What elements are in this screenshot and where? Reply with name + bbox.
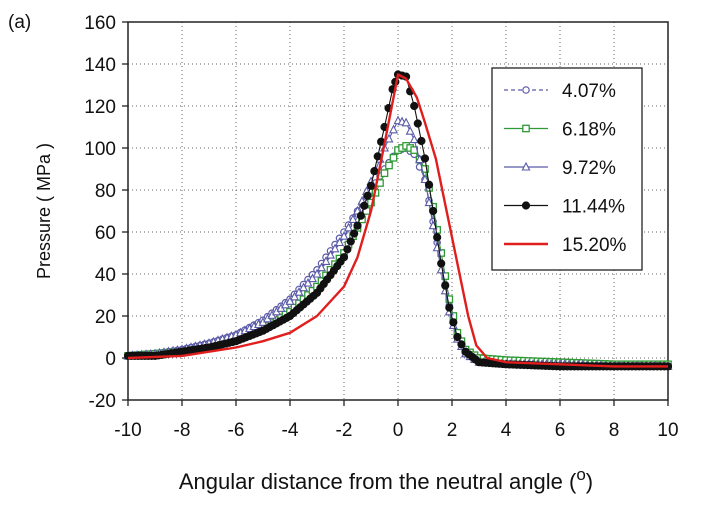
data-point xyxy=(343,245,352,254)
data-point xyxy=(449,318,458,327)
data-point xyxy=(316,262,327,272)
y-tick-label: 160 xyxy=(84,13,116,34)
data-point xyxy=(410,101,419,111)
data-point xyxy=(445,303,454,312)
data-point xyxy=(303,277,313,287)
y-axis-title: Pressure ( MPa ) xyxy=(34,143,54,279)
data-point xyxy=(346,237,355,246)
x-tick-label: -4 xyxy=(282,420,299,441)
data-point xyxy=(380,169,389,178)
data-point xyxy=(405,125,415,135)
legend-entry: 11.44% xyxy=(504,197,625,218)
y-tick-label: 60 xyxy=(95,223,116,244)
x-tick-label: 8 xyxy=(609,420,620,441)
data-point xyxy=(339,253,349,262)
legend-label: 9.72% xyxy=(562,158,616,179)
data-point xyxy=(440,285,450,295)
data-point xyxy=(441,281,450,290)
x-tick-label: 2 xyxy=(447,420,458,441)
data-point xyxy=(363,191,372,200)
data-point xyxy=(424,197,434,207)
data-point xyxy=(429,206,438,216)
data-point xyxy=(417,136,426,146)
y-tick-label: 80 xyxy=(95,181,116,202)
data-point xyxy=(360,201,369,210)
x-tick-label: 0 xyxy=(393,420,404,441)
x-axis-title-text: Angular distance from the neutral angle … xyxy=(179,469,577,494)
data-point xyxy=(420,154,430,163)
legend-label: 6.18% xyxy=(562,120,616,141)
data-point xyxy=(388,124,399,134)
data-point xyxy=(339,230,349,240)
data-point xyxy=(321,256,331,265)
x-tick-label: -10 xyxy=(114,420,141,441)
x-tick-label: -6 xyxy=(228,420,245,441)
data-point xyxy=(409,134,419,144)
data-point xyxy=(389,153,398,162)
data-point xyxy=(353,221,362,230)
data-point xyxy=(366,181,376,190)
data-point xyxy=(420,174,430,184)
data-point xyxy=(445,295,454,304)
legend: 4.07% 6.18% 9.72% 11.44% 15.20% xyxy=(491,67,643,271)
legend-label: 4.07% xyxy=(562,81,616,102)
x-tick-label: -2 xyxy=(336,420,353,441)
data-point xyxy=(370,167,379,176)
data-point xyxy=(356,211,365,220)
legend-marker xyxy=(522,124,530,133)
legend-label: 15.20% xyxy=(562,235,627,256)
panel-label: (a) xyxy=(8,12,31,33)
legend-entry: 4.07% xyxy=(504,81,616,102)
data-point xyxy=(433,233,442,242)
legend-label: 11.44% xyxy=(562,197,625,218)
data-point xyxy=(330,243,340,253)
data-point xyxy=(457,340,466,349)
data-point xyxy=(348,214,358,223)
x-tick-label: 10 xyxy=(657,420,678,441)
data-point xyxy=(294,286,304,296)
data-point xyxy=(334,237,345,247)
data-point xyxy=(413,119,422,128)
legend-marker xyxy=(521,161,531,171)
legend-marker xyxy=(521,201,531,210)
data-point xyxy=(325,249,336,259)
data-point xyxy=(298,282,309,292)
x-axis-title-close: ) xyxy=(586,469,593,494)
legend-entry: 9.72% xyxy=(504,158,616,179)
data-point xyxy=(424,180,434,189)
y-tick-label: 40 xyxy=(95,265,116,286)
data-point xyxy=(343,222,354,232)
x-tick-label: -8 xyxy=(174,420,191,441)
data-point xyxy=(285,296,295,305)
x-axis-unit: o xyxy=(576,465,585,484)
x-tick-label: 4 xyxy=(501,420,512,441)
series-line xyxy=(127,73,668,368)
data-point xyxy=(401,117,411,127)
data-point xyxy=(453,332,462,342)
series-layer xyxy=(123,70,673,371)
y-tick-label: 0 xyxy=(105,349,116,370)
data-point xyxy=(385,161,393,170)
data-point xyxy=(384,133,394,143)
data-point xyxy=(437,259,446,268)
data-point xyxy=(307,273,318,283)
y-tick-label: 20 xyxy=(95,307,116,328)
data-point xyxy=(289,291,300,301)
x-axis-title: Angular distance from the neutral angle … xyxy=(179,465,593,494)
legend-entry: 6.18% xyxy=(504,120,616,141)
y-tick-label: 100 xyxy=(84,139,116,160)
data-point xyxy=(350,229,359,238)
legend-box xyxy=(491,67,643,271)
y-tick-label: 120 xyxy=(84,97,116,118)
y-tick-label: 140 xyxy=(84,55,116,76)
x-tick-label: 6 xyxy=(555,420,566,441)
y-tick-label: -20 xyxy=(89,391,116,412)
data-point xyxy=(312,268,322,278)
series-15.20% xyxy=(127,73,668,368)
legend-entry: 15.20% xyxy=(504,235,627,256)
legend-marker xyxy=(522,86,530,94)
